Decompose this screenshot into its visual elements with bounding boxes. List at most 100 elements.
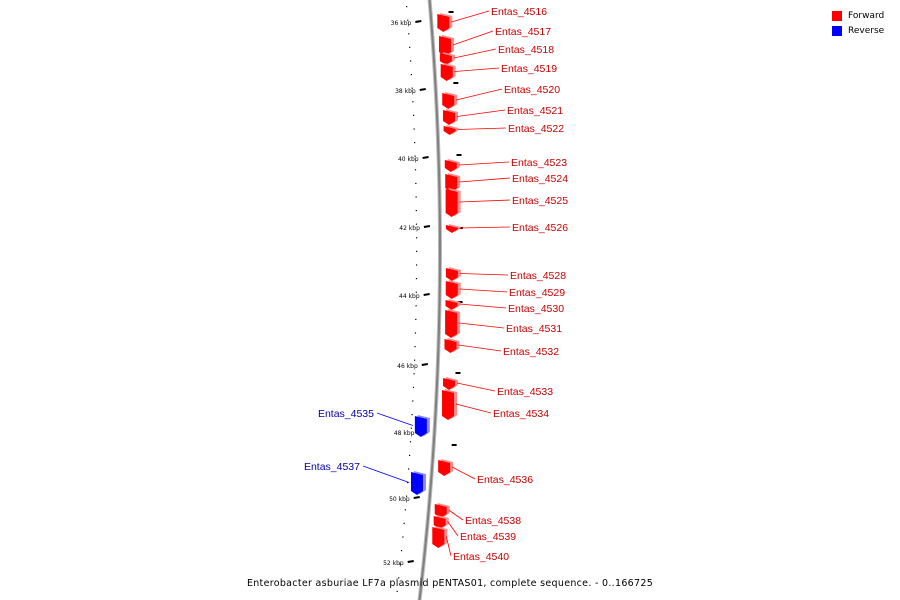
gene-arrow bbox=[445, 174, 458, 192]
minor-tick bbox=[414, 155, 416, 157]
gene-label: Entas_4517 bbox=[495, 26, 551, 38]
legend: Forward Reverse bbox=[832, 8, 892, 38]
major-tick bbox=[413, 496, 420, 499]
scale-label: 52 kbp bbox=[383, 560, 404, 567]
gene-arrow bbox=[443, 378, 456, 390]
minor-tick bbox=[415, 291, 417, 293]
gene-Entas_4520 bbox=[442, 92, 458, 109]
gene-leader bbox=[456, 382, 496, 392]
gene-Entas_4534 bbox=[442, 389, 458, 420]
gene-arrow bbox=[445, 268, 458, 281]
minor-tick bbox=[413, 128, 415, 130]
minor-tick bbox=[403, 522, 405, 524]
scale-label: 50 kbp bbox=[389, 496, 410, 503]
gene-leader bbox=[458, 161, 510, 166]
gene-label: Entas_4537 bbox=[304, 461, 360, 473]
minor-tick bbox=[414, 169, 417, 171]
gene-leader bbox=[451, 10, 490, 23]
major-tick bbox=[423, 293, 430, 296]
gene-leader bbox=[458, 344, 502, 352]
gene-label: Entas_4536 bbox=[477, 474, 533, 486]
minor-tick bbox=[412, 101, 414, 103]
map-title: Enterobacter asburiae LF7a plasmid pENTA… bbox=[246, 578, 654, 589]
gene-arrow bbox=[444, 339, 457, 353]
scale-label: 36 kbp bbox=[391, 20, 412, 27]
gene-arrow bbox=[438, 460, 451, 476]
gene-leader bbox=[456, 109, 506, 117]
gene-leader bbox=[376, 412, 413, 426]
scale-label: 42 kbp bbox=[399, 225, 420, 232]
scale-label: 40 kbp bbox=[398, 156, 419, 163]
gene-Entas_4529 bbox=[445, 280, 461, 299]
minor-tick bbox=[407, 482, 409, 484]
scale-label: 46 kbp bbox=[397, 363, 418, 370]
gene-label: Entas_4538 bbox=[465, 515, 521, 527]
gene-arrow bbox=[440, 64, 453, 81]
gene-Entas_4537 bbox=[410, 471, 426, 495]
minor-tick bbox=[407, 19, 409, 21]
gene-arrow bbox=[442, 390, 455, 420]
gene-label: Entas_4518 bbox=[498, 44, 554, 56]
gene-label: Entas_4529 bbox=[509, 287, 565, 299]
gene-leader bbox=[459, 177, 511, 183]
major-tick bbox=[419, 88, 426, 91]
gene-label: Entas_4535 bbox=[318, 408, 374, 420]
gene-Entas_4535 bbox=[414, 415, 430, 437]
gene-arrow bbox=[445, 281, 458, 299]
gene-label: Entas_4531 bbox=[506, 323, 562, 335]
minor-tick bbox=[409, 441, 412, 443]
minor-tick bbox=[404, 509, 406, 511]
gene-leader bbox=[457, 127, 507, 130]
legend-item-reverse: Reverse bbox=[832, 23, 892, 38]
gene-Entas_4530 bbox=[445, 299, 461, 310]
minor-tick bbox=[413, 359, 416, 361]
gene-leader bbox=[448, 509, 464, 521]
gene-arrow bbox=[410, 472, 423, 495]
gene-arrow bbox=[443, 110, 456, 125]
gene-leader bbox=[455, 403, 492, 414]
legend-label-forward: Forward bbox=[848, 10, 885, 21]
minor-tick bbox=[414, 142, 416, 144]
minor-tick bbox=[405, 495, 408, 497]
gene-label: Entas_4523 bbox=[511, 157, 567, 169]
gene-Entas_4517 bbox=[438, 35, 454, 56]
gene-label: Entas_4534 bbox=[493, 408, 549, 420]
gene-arrow bbox=[445, 225, 458, 233]
minor-tick bbox=[402, 536, 404, 538]
gene-Entas_4522 bbox=[443, 125, 459, 135]
gene-label: Entas_4528 bbox=[510, 270, 566, 282]
minor-tick bbox=[396, 590, 398, 592]
gene-Entas_4516 bbox=[437, 13, 453, 32]
gene-leader bbox=[453, 48, 497, 59]
gene-arrow bbox=[414, 416, 427, 437]
gene-leader bbox=[459, 303, 507, 309]
gene-Entas_4536 bbox=[438, 459, 454, 476]
gene-arrow bbox=[444, 160, 457, 172]
minor-tick bbox=[415, 278, 418, 280]
gene-leader bbox=[451, 466, 476, 480]
minor-tick bbox=[412, 400, 414, 402]
scale-label: 48 kbp bbox=[394, 430, 415, 437]
minor-tick bbox=[409, 46, 411, 48]
gene-arrow bbox=[434, 504, 447, 518]
minor-tick bbox=[415, 264, 418, 266]
gene-leader bbox=[445, 536, 452, 557]
minor-tick bbox=[415, 210, 417, 212]
gene-Entas_4533 bbox=[443, 377, 459, 390]
legend-label-reverse: Reverse bbox=[848, 25, 885, 36]
major-tick bbox=[407, 560, 414, 563]
gene-label: Entas_4540 bbox=[453, 551, 509, 563]
gene-label: Entas_4526 bbox=[512, 222, 568, 234]
minor-tick bbox=[411, 87, 413, 89]
gene-leader bbox=[459, 226, 511, 229]
minor-tick bbox=[415, 182, 417, 184]
minor-tick bbox=[414, 332, 417, 334]
gene-Entas_4525 bbox=[445, 188, 461, 217]
gene-leader bbox=[459, 322, 505, 329]
minor-tick bbox=[415, 237, 418, 239]
minor-tick bbox=[398, 577, 400, 579]
gene-Entas_4524 bbox=[445, 173, 461, 192]
gene-Entas_4539 bbox=[433, 515, 449, 529]
gene-Entas_4531 bbox=[445, 309, 461, 338]
